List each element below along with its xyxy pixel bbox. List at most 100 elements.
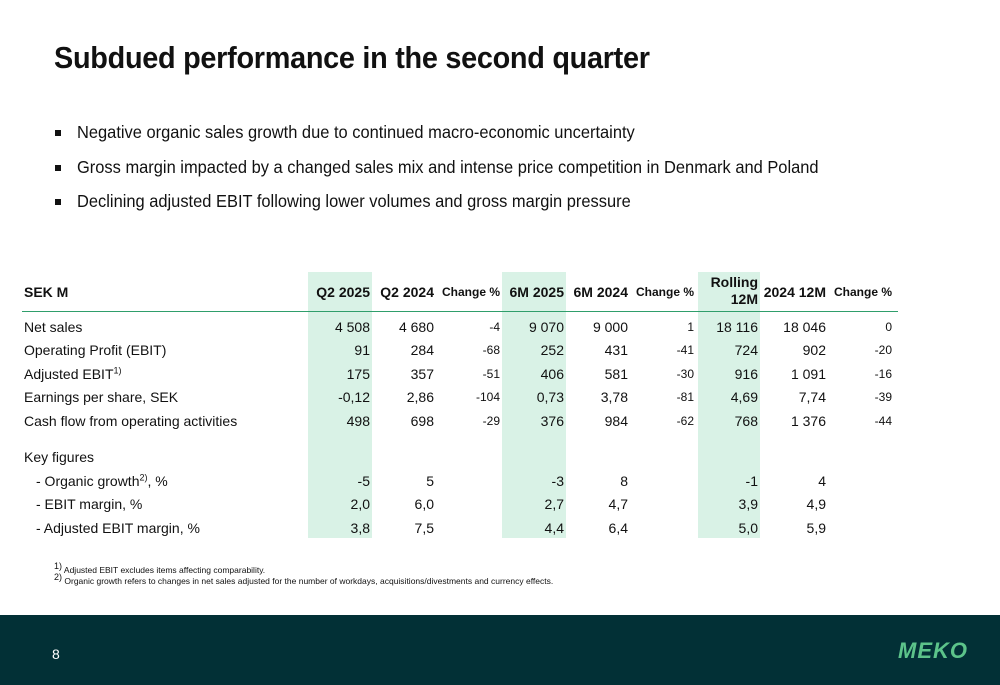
header-cell: Q2 2024: [380, 283, 434, 300]
footnote-ref: 1): [113, 365, 122, 376]
row-label-text: Cash flow from operating activities: [24, 412, 238, 429]
table-cell: 4,9: [806, 496, 826, 513]
footnote-mark: 1): [54, 561, 63, 572]
row-label-text: Adjusted EBIT: [24, 365, 114, 382]
table-cell: -51: [482, 366, 500, 381]
table-cell: -68: [482, 343, 500, 358]
table-cell: 3,9: [738, 496, 758, 513]
bullet-item: Declining adjusted EBIT following lower …: [54, 191, 954, 226]
table-row: Net sales 4 508 4 680 -4 9 070 9 000 1 18 116 18…: [22, 315, 898, 339]
table-cell: 2,7: [544, 496, 564, 513]
table-cell: 0: [885, 319, 892, 334]
header-cell: SEK M: [24, 283, 69, 300]
footer-bar: 8 MEKO: [0, 615, 1000, 685]
row-label: - Adjusted EBIT margin, %: [36, 520, 200, 536]
row-label: Operating Profit (EBIT): [24, 342, 166, 358]
table-cell: 581: [604, 365, 628, 382]
table-cell: 3,8: [350, 519, 370, 536]
table-cell: 4 508: [334, 318, 370, 335]
bullet-square-icon: [55, 199, 61, 205]
table-cell: 916: [734, 365, 758, 382]
table-row: Earnings per share, SEK -0,12 2,86 -104 0,73…: [22, 386, 898, 410]
table-cell: -30: [676, 366, 694, 381]
table-row: - Organic growth2), % -5 5 -3 8 -1 4: [22, 469, 898, 493]
bullet-item: Negative organic sales growth due to con…: [54, 122, 954, 157]
bullet-text: Negative organic sales growth due to con…: [77, 122, 635, 142]
table-cell: 1 376: [790, 412, 826, 429]
table-cell: 0,73: [536, 389, 564, 406]
table-cell: 6,4: [608, 519, 628, 536]
row-label-suffix: , %: [147, 472, 168, 489]
table-header-row: SEK M Q2 2025 Q2 2024 Change % 6M 2025 6M 202…: [22, 272, 898, 312]
row-label-text: - Organic growth: [36, 472, 140, 489]
table-cell: 9 070: [528, 318, 564, 335]
table-cell: 6,0: [414, 496, 434, 513]
table-cell: 984: [604, 412, 628, 429]
table-cell: 4 680: [398, 318, 434, 335]
table-cell: -39: [874, 390, 892, 405]
header-cell: Change %: [833, 284, 892, 299]
financial-table: SEK M Q2 2025 Q2 2024 Change % 6M 2025 6M 202…: [22, 272, 898, 540]
footnote-mark: 2): [54, 572, 63, 583]
footnote-1: 1) Adjusted EBIT excludes items affectin…: [54, 562, 553, 576]
table-cell: 284: [410, 342, 434, 359]
header-cell-line: Rolling: [710, 274, 758, 290]
table-cell: 4,4: [544, 519, 564, 536]
table-row: - EBIT margin, % 2,0 6,0 2,7 4,7 3,9 4,9: [22, 493, 898, 517]
table-spacer: [22, 433, 898, 446]
table-cell: 5: [426, 472, 434, 489]
page-title: Subdued performance in the second quarte…: [54, 40, 650, 75]
highlight-column-6m-2025: [502, 272, 566, 538]
row-label-text: - Adjusted EBIT margin, %: [36, 519, 200, 536]
table-cell: -41: [676, 343, 694, 358]
bullet-square-icon: [55, 130, 61, 136]
table-cell: -20: [874, 343, 892, 358]
table-cell: 2,0: [350, 496, 370, 513]
table-cell: -81: [676, 390, 694, 405]
table-cell: 1: [687, 319, 694, 334]
table-cell: 8: [620, 472, 628, 489]
table-cell: 5,0: [738, 519, 758, 536]
highlight-column-rolling-12m: [698, 272, 760, 538]
row-label: Cash flow from operating activities: [24, 413, 237, 429]
table-cell: -104: [475, 390, 500, 405]
header-cell: 6M 2025: [509, 283, 564, 300]
bullet-text: Declining adjusted EBIT following lower …: [77, 191, 631, 211]
header-cell: 6M 2024: [573, 283, 628, 300]
meko-logo: MEKO: [898, 638, 968, 663]
table-cell: 902: [802, 342, 826, 359]
table-cell: 357: [410, 365, 434, 382]
table-cell: 724: [734, 342, 758, 359]
table-cell: 175: [346, 365, 370, 382]
table-cell: 698: [410, 412, 434, 429]
table-cell: 431: [604, 342, 628, 359]
bullet-text: Gross margin impacted by a changed sales…: [77, 156, 819, 177]
table-cell: 498: [346, 412, 370, 429]
page-number: 8: [52, 646, 60, 662]
key-figures-heading-row: Key figures: [22, 446, 898, 470]
bullet-item: Gross margin impacted by a changed sales…: [54, 157, 954, 192]
table-cell: 4,69: [730, 389, 758, 406]
header-cell: Q2 2025: [316, 283, 370, 300]
header-cell-line: 12M: [730, 291, 758, 307]
table-cell: 91: [354, 342, 370, 359]
footnote-2: 2) Organic growth refers to changes in n…: [54, 573, 553, 587]
bullet-list: Negative organic sales growth due to con…: [54, 122, 954, 226]
table-cell: -44: [874, 413, 892, 428]
footnote-ref: 2): [139, 472, 148, 483]
table-cell: 2,86: [406, 389, 434, 406]
table-row: Cash flow from operating activities 498 69…: [22, 409, 898, 433]
table-cell: -0,12: [338, 389, 370, 406]
table-cell: 5,9: [806, 519, 826, 536]
table-cell: 4: [818, 472, 826, 489]
row-label: Net sales: [24, 319, 82, 335]
highlight-column-q2-2025: [308, 272, 372, 538]
table-cell: -4: [489, 319, 500, 334]
table-cell: -1: [745, 472, 758, 489]
table-row: Adjusted EBIT1) 175 357 -51 406 581 -30 916 1 09…: [22, 362, 898, 386]
table-cell: 7,74: [798, 389, 826, 406]
table-cell: 3,78: [600, 389, 628, 406]
header-cell: Change %: [441, 284, 500, 299]
table-cell: 376: [540, 412, 564, 429]
table-row: Operating Profit (EBIT) 91 284 -68 252 431 -41…: [22, 339, 898, 363]
